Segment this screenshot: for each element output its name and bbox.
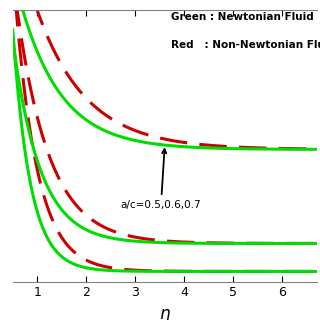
Text: a/c=0.5,0.6,0.7: a/c=0.5,0.6,0.7 — [121, 149, 201, 210]
Text: Green : Newtonian Fluid: Green : Newtonian Fluid — [171, 12, 314, 22]
Text: Red   : Non-Newtonian Flu: Red : Non-Newtonian Flu — [171, 39, 320, 50]
X-axis label: η: η — [160, 305, 170, 320]
